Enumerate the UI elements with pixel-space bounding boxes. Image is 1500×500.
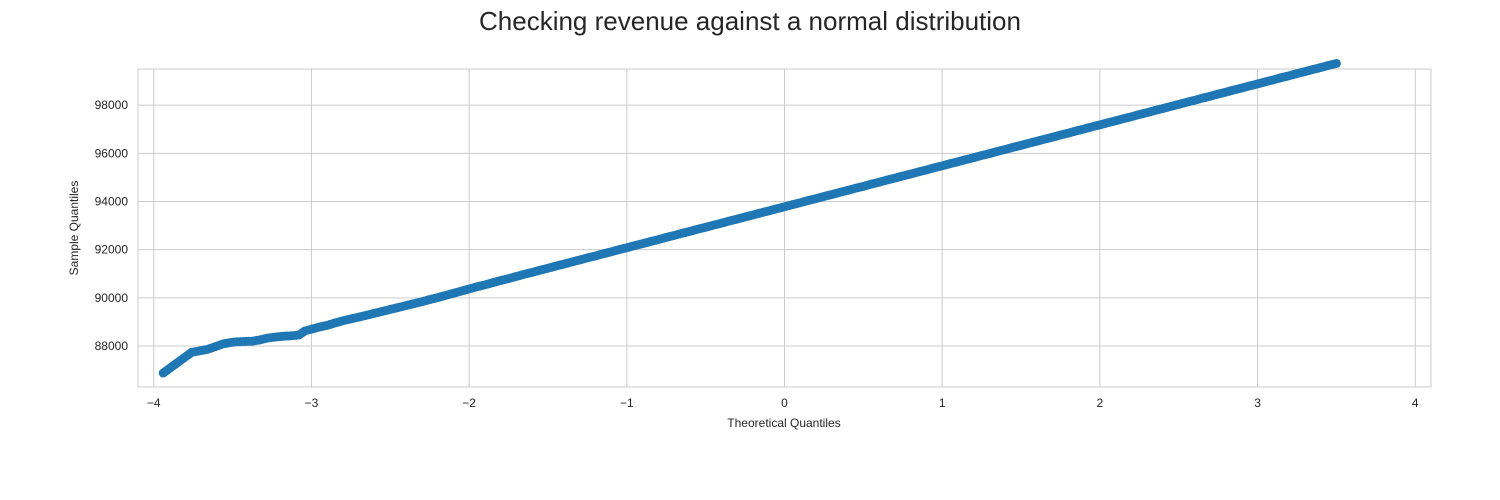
y-tick-label: 90000 [95,291,129,305]
points-layer [158,58,1341,378]
x-tick-label: −4 [147,396,161,410]
grid-layer [138,69,1431,387]
x-tick-label: 0 [781,396,788,410]
y-tick-label: 94000 [95,195,129,209]
x-axis-label: Theoretical Quantiles [727,416,840,430]
y-tick-label: 96000 [95,146,129,160]
x-tick-label: −1 [620,396,634,410]
x-tick-label: 3 [1254,396,1261,410]
y-tick-label: 92000 [95,243,129,257]
x-tick-label: 4 [1412,396,1419,410]
scatter-point [1331,58,1341,68]
x-tick-label: 1 [939,396,946,410]
y-tick-labels: 88000 90000 92000 94000 96000 98000 [95,98,129,353]
y-tick-label: 98000 [95,98,129,112]
chart-title: Checking revenue against a normal distri… [479,6,1021,36]
y-tick-label: 88000 [95,339,129,353]
plot-frame [137,68,1432,388]
x-tick-label: 2 [1097,396,1104,410]
y-axis-label: Sample Quantiles [67,181,81,276]
x-tick-label: −2 [462,396,476,410]
x-tick-label: −3 [305,396,319,410]
x-tick-labels: −4 −3 −2 −1 0 1 2 3 4 [147,396,1419,410]
